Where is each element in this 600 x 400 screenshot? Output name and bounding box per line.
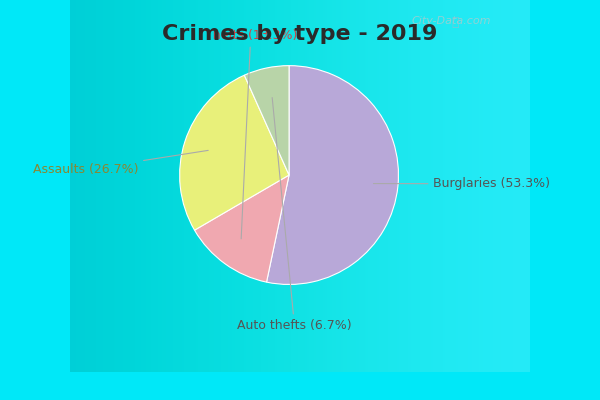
Text: City-Data.com: City-Data.com	[412, 16, 491, 26]
Wedge shape	[266, 66, 398, 284]
Text: ⓘ: ⓘ	[451, 16, 458, 30]
Wedge shape	[179, 75, 289, 230]
Text: Thefts (13.3%): Thefts (13.3%)	[205, 28, 297, 239]
Text: Crimes by type - 2019: Crimes by type - 2019	[163, 24, 437, 44]
Text: Assaults (26.7%): Assaults (26.7%)	[32, 150, 208, 176]
Text: Burglaries (53.3%): Burglaries (53.3%)	[373, 177, 550, 190]
Text: Auto thefts (6.7%): Auto thefts (6.7%)	[237, 98, 352, 332]
Wedge shape	[194, 175, 289, 282]
Wedge shape	[244, 66, 289, 175]
